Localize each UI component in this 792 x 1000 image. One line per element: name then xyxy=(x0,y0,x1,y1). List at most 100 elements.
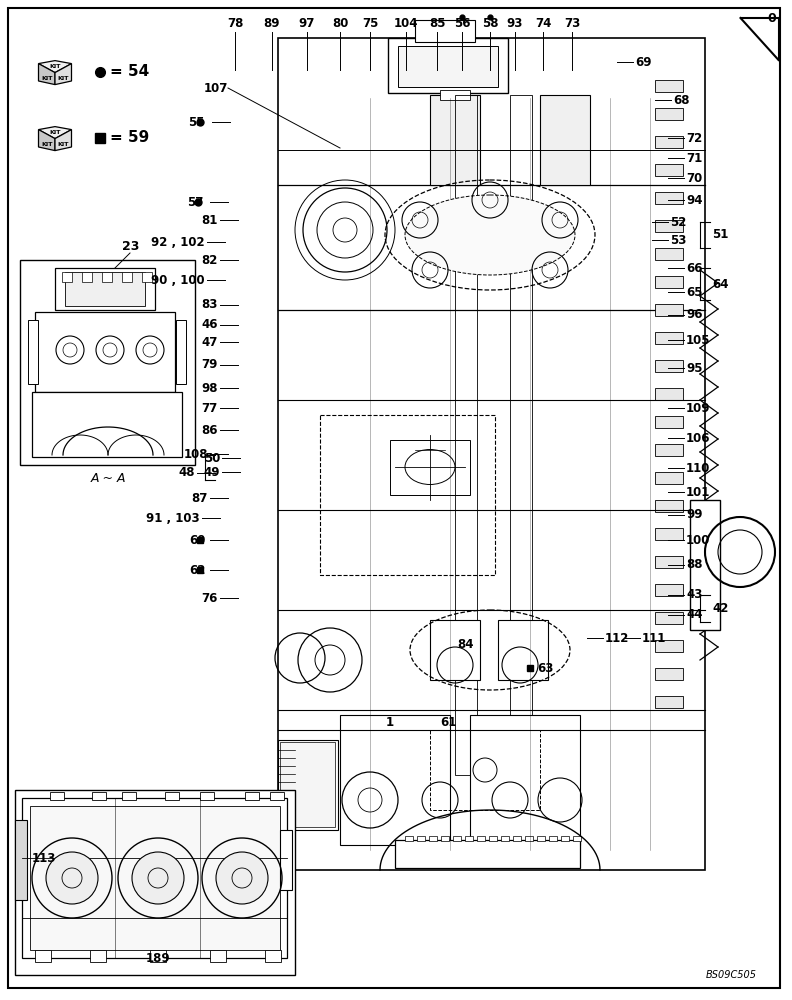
Polygon shape xyxy=(55,130,71,151)
Bar xyxy=(92,792,106,800)
Text: 79: 79 xyxy=(202,359,218,371)
Bar xyxy=(102,272,112,282)
Bar xyxy=(498,620,548,680)
Text: 74: 74 xyxy=(535,17,551,30)
Text: 55: 55 xyxy=(188,115,205,128)
Text: 109: 109 xyxy=(686,401,710,414)
Bar xyxy=(655,556,683,568)
Text: BS09C505: BS09C505 xyxy=(706,970,756,980)
Bar xyxy=(470,715,580,845)
Circle shape xyxy=(132,852,184,904)
Text: 77: 77 xyxy=(202,401,218,414)
Text: 0: 0 xyxy=(767,12,777,25)
Bar xyxy=(510,95,532,775)
Bar xyxy=(398,46,498,87)
Bar xyxy=(340,715,450,845)
Bar xyxy=(278,38,705,870)
Text: KIT: KIT xyxy=(49,130,61,135)
Text: 66: 66 xyxy=(686,261,703,274)
Bar xyxy=(690,500,720,630)
Bar xyxy=(395,840,580,868)
Text: 63: 63 xyxy=(537,662,554,674)
Text: 51: 51 xyxy=(712,229,729,241)
Bar xyxy=(415,20,475,42)
Bar xyxy=(525,836,533,841)
Bar xyxy=(122,792,136,800)
Text: 62: 62 xyxy=(189,564,206,576)
Text: = 59: = 59 xyxy=(110,130,149,145)
Bar xyxy=(655,136,683,148)
Bar xyxy=(65,272,145,306)
Text: KIT: KIT xyxy=(58,76,69,81)
Text: 56: 56 xyxy=(454,17,470,30)
Text: 42: 42 xyxy=(712,601,729,614)
Text: 70: 70 xyxy=(686,172,703,184)
Bar xyxy=(30,806,280,950)
Text: 104: 104 xyxy=(394,17,418,30)
Bar xyxy=(429,836,437,841)
Bar xyxy=(655,276,683,288)
Text: 69: 69 xyxy=(635,55,652,68)
Bar xyxy=(655,696,683,708)
Bar xyxy=(655,108,683,120)
Bar xyxy=(280,742,335,827)
Circle shape xyxy=(46,852,98,904)
Bar xyxy=(176,320,186,384)
Bar xyxy=(35,950,51,962)
Bar xyxy=(477,836,485,841)
Bar xyxy=(388,38,508,93)
Bar xyxy=(655,640,683,652)
Text: 76: 76 xyxy=(202,591,218,604)
Text: 23: 23 xyxy=(122,240,139,253)
Text: 95: 95 xyxy=(686,361,703,374)
Text: 110: 110 xyxy=(686,462,710,475)
Bar xyxy=(655,388,683,400)
Bar xyxy=(655,80,683,92)
Ellipse shape xyxy=(405,195,575,275)
Text: 81: 81 xyxy=(202,214,218,227)
Polygon shape xyxy=(39,127,71,139)
Text: 91 , 103: 91 , 103 xyxy=(147,512,200,524)
Bar xyxy=(655,248,683,260)
Bar xyxy=(150,950,166,962)
Bar xyxy=(489,836,497,841)
Bar xyxy=(50,792,64,800)
Bar xyxy=(278,740,338,830)
Text: 75: 75 xyxy=(362,17,379,30)
Bar xyxy=(655,472,683,484)
Text: 57: 57 xyxy=(187,196,203,209)
Bar xyxy=(82,272,92,282)
Text: 87: 87 xyxy=(192,491,208,504)
Bar xyxy=(655,192,683,204)
Bar xyxy=(549,836,557,841)
Text: 106: 106 xyxy=(686,432,710,444)
Text: 90 , 100: 90 , 100 xyxy=(151,273,205,286)
Bar xyxy=(540,95,590,185)
Text: 189: 189 xyxy=(146,952,170,964)
Text: 1: 1 xyxy=(386,716,394,728)
Polygon shape xyxy=(39,130,55,151)
Text: 94: 94 xyxy=(686,194,703,207)
Text: 52: 52 xyxy=(670,216,687,229)
Text: 89: 89 xyxy=(264,17,280,30)
Text: 61: 61 xyxy=(440,716,456,728)
Text: 101: 101 xyxy=(686,486,710,498)
Bar xyxy=(245,792,259,800)
Text: 44: 44 xyxy=(686,608,703,621)
Bar xyxy=(655,528,683,540)
Bar xyxy=(22,798,287,958)
Bar xyxy=(655,584,683,596)
Bar xyxy=(142,272,152,282)
Text: 53: 53 xyxy=(670,233,687,246)
Polygon shape xyxy=(55,64,71,85)
Text: 48: 48 xyxy=(178,466,195,480)
Bar xyxy=(455,95,477,775)
Bar xyxy=(655,500,683,512)
Text: 50: 50 xyxy=(204,452,220,464)
Text: 46: 46 xyxy=(201,318,218,332)
Text: 96: 96 xyxy=(686,308,703,322)
Bar xyxy=(655,164,683,176)
Bar xyxy=(430,730,540,810)
Text: 86: 86 xyxy=(201,424,218,436)
Bar xyxy=(15,790,295,975)
